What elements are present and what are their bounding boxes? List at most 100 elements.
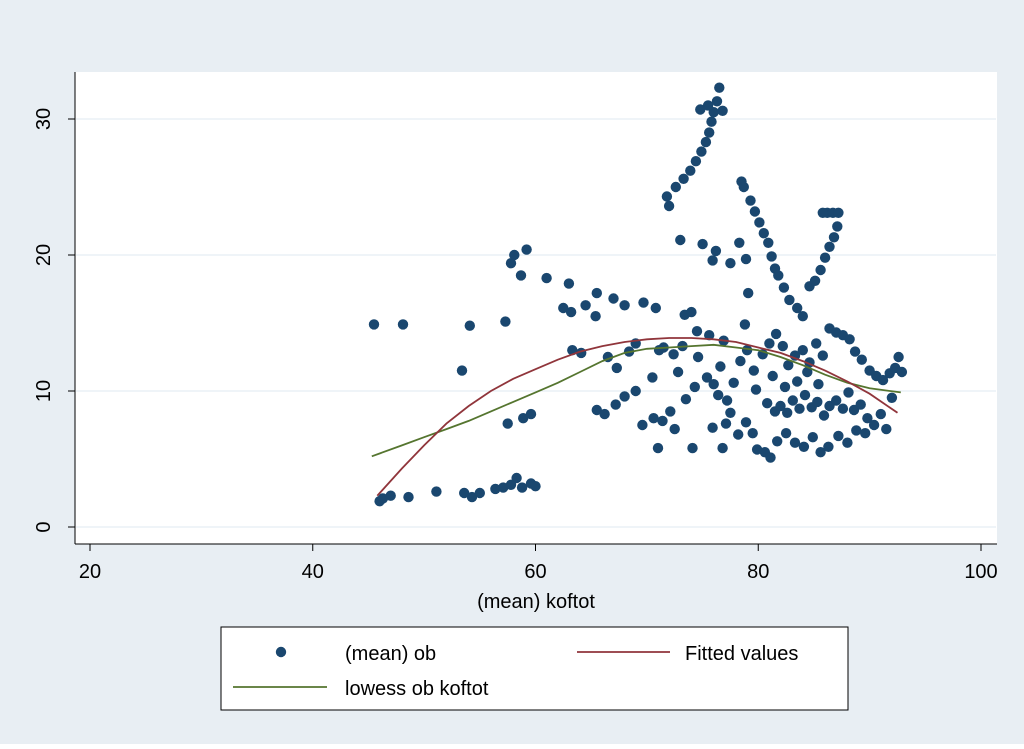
legend-box [220,626,849,711]
scatter-point-184 [687,442,698,454]
scatter-point-29 [565,306,577,318]
scatter-point-133 [856,354,867,365]
scatter-point-103 [819,252,831,263]
scatter-point-131 [844,334,855,345]
scatter-point-172 [842,437,853,448]
scatter-point-59 [686,306,697,318]
scatter-point-152 [837,403,849,414]
scatter-point-117 [748,365,759,376]
scatter-point-60 [691,326,703,337]
scatter-point-28 [558,302,569,314]
scatter-point-67 [734,237,745,248]
scatter-point-187 [680,394,692,405]
series-layer [368,82,908,507]
scatter-point-166 [789,437,801,448]
x-tick-label-40: 40 [302,561,324,583]
scatter-point-158 [875,408,886,420]
scatter-point-173 [851,425,862,436]
scatter-point-24 [502,418,513,429]
x-tick-label-20: 20 [79,561,101,583]
scatter-point-186 [720,418,732,429]
scatter-point-73 [678,173,689,184]
scatter-point-101 [809,275,821,286]
scatter-point-179 [725,407,736,418]
scatter-point-69 [743,287,754,299]
scatter-point-120 [770,328,782,340]
scatter-point-44 [647,372,658,383]
scatter-point-88 [745,195,756,206]
scatter-point-12 [474,487,485,499]
scatter-point-199 [813,379,824,390]
scatter-point-55 [652,442,664,454]
scatter-point-72 [670,181,681,193]
scatter-point-180 [733,429,744,440]
scatter-point-189 [653,345,665,356]
scatter-point-47 [591,404,602,416]
scatter-point-105 [828,232,840,243]
scatter-point-142 [775,400,786,412]
scatter-point-170 [823,441,834,452]
scatter-point-82 [714,82,725,93]
y-tick-label-0: 0 [33,521,55,532]
scatter-point-68 [740,253,752,265]
scatter-point-41 [611,362,622,374]
scatter-point-87 [738,181,749,193]
scatter-point-110 [817,207,828,218]
scatter-point-163 [765,452,776,463]
scatter-point-49 [610,399,621,410]
scatter-point-76 [696,146,707,157]
plot-area [75,72,997,544]
scatter-point-149 [818,410,830,421]
scatter-point-19 [530,481,541,492]
scatter-point-109 [833,207,844,218]
scatter-point-140 [896,366,908,378]
scatter-point-50 [619,391,630,402]
scatter-point-74 [685,165,696,176]
scatter-point-119 [764,338,775,349]
legend: (mean) ob Fitted values lowess ob koftot [220,626,849,711]
y-tick-label-20: 20 [33,244,55,266]
scatter-point-75 [690,156,702,167]
scatter-point-177 [701,372,713,383]
scatter-point-176 [692,351,704,363]
scatter-point-143 [782,407,793,418]
scatter-point-54 [657,415,668,427]
scatter-point-30 [563,278,575,289]
scatter-point-22 [515,270,527,281]
scatter-point-93 [766,251,777,262]
scatter-point-153 [843,387,854,398]
scatter-point-159 [881,423,892,435]
scatter-point-81 [711,96,723,107]
scatter-point-196 [779,381,791,393]
scatter-point-183 [717,442,728,454]
scatter-point-112 [715,361,726,372]
scatter-point-3 [500,316,511,327]
scatter-point-11 [466,491,478,503]
x-axis-ticks: 20 40 60 80 100 [79,544,998,583]
scatter-point-178 [713,389,724,401]
scatter-point-61 [704,330,715,341]
scatter-point-155 [855,399,866,410]
x-axis-label: (mean) koftot [477,591,595,613]
scatter-point-198 [802,366,813,378]
scatter-point-115 [735,355,746,367]
scatter-point-63 [697,238,708,250]
scatter-point-52 [637,419,648,431]
scatter-point-168 [807,432,818,443]
scatter-point-194 [762,398,773,409]
scatter-point-97 [784,294,795,306]
scatter-point-90 [754,217,765,228]
scatter-point-14 [498,482,509,493]
scatter-point-99 [797,311,808,322]
scatter-point-62 [675,234,686,246]
scatter-point-7 [385,490,396,501]
lowess-line [371,343,901,458]
scatter-point-174 [860,428,871,439]
scatter-point-165 [780,428,792,439]
scatter-point-104 [824,241,835,252]
scatter-point-70 [661,191,673,202]
scatter-point-124 [797,345,808,356]
scatter-points [368,82,908,507]
scatter-point-185 [707,422,718,433]
y-axis-ticks: 0 10 20 30 [33,108,75,533]
